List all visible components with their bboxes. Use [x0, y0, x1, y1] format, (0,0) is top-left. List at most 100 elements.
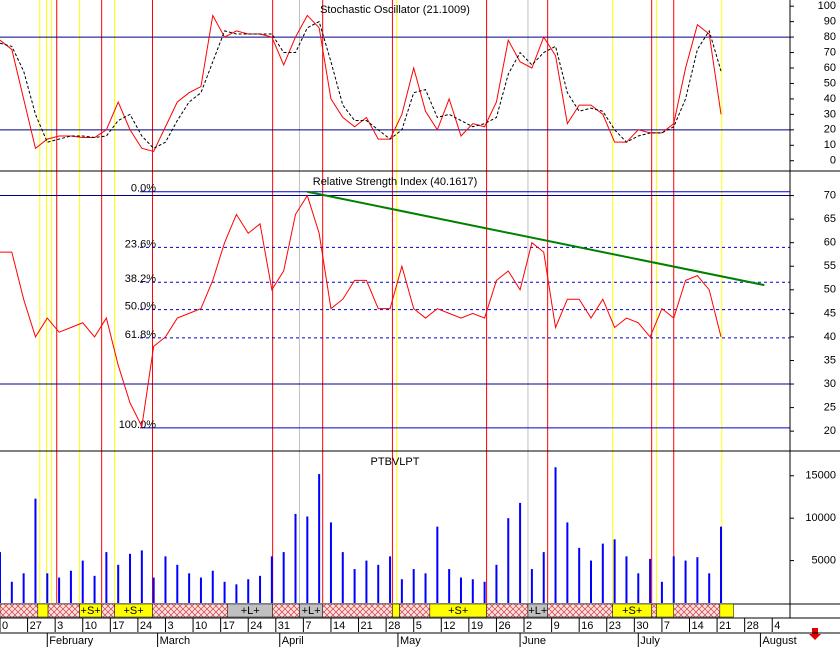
signal-segment [392, 603, 400, 618]
panel-title: Stochastic Oscillator (21.1009) [320, 4, 470, 16]
x-tick-label: 19 [471, 620, 483, 632]
fib-label: 50.0% [125, 300, 156, 312]
volume-bar [389, 556, 392, 603]
volume-bar [708, 573, 711, 603]
volume-bar [519, 502, 522, 603]
volume-bar [34, 498, 37, 603]
month-label: March [160, 635, 191, 647]
signal-segment [101, 603, 115, 618]
y-tick-label: 80 [824, 31, 836, 43]
x-tick-label: 4 [774, 620, 780, 632]
volume-bar [58, 577, 61, 603]
volume-bar [129, 553, 132, 603]
volume-bar [152, 577, 155, 603]
signal-segment [47, 603, 80, 618]
x-tick-label: 28 [388, 620, 400, 632]
volume-bar [448, 569, 451, 603]
y-tick-label: 10000 [805, 512, 836, 524]
y-tick-label: 70 [824, 46, 836, 58]
month-label: February [49, 635, 94, 647]
series-line [0, 20, 722, 149]
x-tick-label: 21 [719, 620, 731, 632]
volume-bar [578, 547, 581, 603]
volume-bar [566, 522, 569, 603]
signal-label: +L+ [302, 605, 321, 617]
y-tick-label: 10 [824, 139, 836, 151]
y-tick-label: 35 [824, 354, 836, 366]
y-tick-label: 45 [824, 307, 836, 319]
y-tick-label: 60 [824, 62, 836, 74]
volume-bar [436, 526, 439, 603]
signal-segment [0, 603, 39, 618]
x-tick-label: 5 [416, 620, 422, 632]
volume-bar [81, 560, 84, 603]
x-tick-label: 14 [333, 620, 345, 632]
volume-bar [199, 577, 202, 603]
volume-bar [495, 564, 498, 603]
y-tick-label: 40 [824, 331, 836, 343]
volume-bar [176, 564, 179, 603]
volume-bar [554, 467, 557, 603]
panel-title: PTBVLPT [371, 456, 420, 468]
fib-label: 61.8% [125, 329, 156, 341]
x-tick-label: 14 [692, 620, 704, 632]
volume-bar [353, 569, 356, 603]
signal-label: +S+ [448, 605, 468, 617]
volume-bar [188, 573, 191, 603]
x-tick-label: 24 [250, 620, 262, 632]
volume-bar [542, 552, 545, 603]
signal-segment [322, 603, 393, 618]
volume-bar [341, 552, 344, 603]
volume-bar [365, 560, 368, 603]
volume-bar [672, 556, 675, 603]
signal-segment [486, 603, 529, 618]
volume-bar [412, 569, 415, 603]
x-tick-label: 12 [443, 620, 455, 632]
volume-bar [211, 570, 214, 603]
volume-bar [660, 581, 663, 603]
x-tick-label: 27 [30, 620, 42, 632]
y-tick-label: 25 [824, 401, 836, 413]
volume-bar [0, 552, 1, 603]
signal-segment [651, 603, 657, 618]
signal-segment [656, 603, 674, 618]
scroll-arrow[interactable] [809, 628, 821, 640]
y-tick-label: 5000 [812, 554, 836, 566]
volume-bar [649, 558, 652, 603]
volume-bar [601, 543, 604, 603]
volume-bar [235, 584, 238, 603]
volume-bar [625, 556, 628, 603]
x-tick-label: 31 [278, 620, 290, 632]
volume-bar [329, 522, 332, 603]
y-tick-label: 60 [824, 237, 836, 249]
y-tick-label: 20 [824, 124, 836, 136]
volume-bar [696, 557, 699, 603]
y-tick-label: 30 [824, 108, 836, 120]
x-tick-label: 10 [85, 620, 97, 632]
fib-label: 0.0% [131, 183, 156, 195]
signal-segment [673, 603, 721, 618]
month-label: August [762, 635, 796, 647]
volume-bar [459, 577, 462, 603]
volume-bar [247, 579, 250, 603]
volume-bar [270, 556, 273, 603]
x-tick-label: 7 [664, 620, 670, 632]
x-tick-label: 17 [223, 620, 235, 632]
y-tick-label: 30 [824, 378, 836, 390]
signal-segment [272, 603, 300, 618]
signal-segment [719, 603, 734, 618]
signal-segment [547, 603, 613, 618]
volume-bar [294, 513, 297, 603]
y-tick-label: 100 [818, 0, 836, 12]
x-tick-label: 0 [2, 620, 8, 632]
series-line [0, 194, 722, 429]
trend-line [307, 190, 765, 287]
x-tick-label: 10 [195, 620, 207, 632]
x-tick-label: 3 [57, 620, 63, 632]
volume-bar [69, 570, 72, 603]
volume-bar [22, 573, 25, 603]
fib-label: 100.0% [119, 419, 157, 431]
signal-segment [399, 603, 431, 618]
signal-label: +S+ [123, 605, 143, 617]
x-tick-label: 3 [167, 620, 173, 632]
